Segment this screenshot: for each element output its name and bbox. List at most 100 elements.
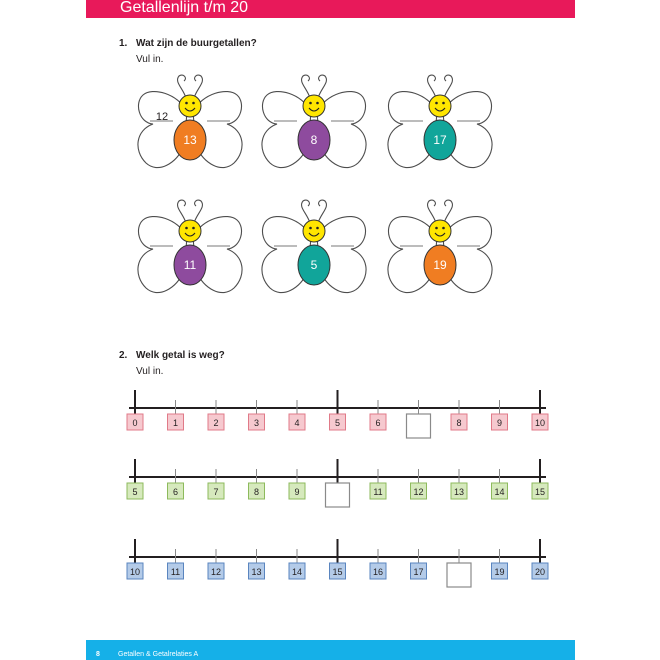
smiley-mouth: [184, 107, 196, 112]
butterfly: 17: [387, 74, 493, 169]
wing-upper-right: [442, 91, 493, 169]
butterfly-body: [297, 119, 331, 161]
butterfly: 13 12: [137, 74, 243, 169]
question-2-text: Welk getal is weg?: [136, 350, 225, 361]
number-label: 11: [373, 487, 382, 497]
number-box: [491, 482, 508, 500]
number-label: 8: [456, 418, 461, 428]
wing-upper-right: [192, 91, 243, 169]
number-box: [410, 482, 427, 500]
number-box: [126, 482, 144, 500]
number-label: 6: [375, 418, 380, 428]
number-label: 12: [413, 487, 423, 497]
number-label: 15: [535, 487, 545, 497]
number-box: [369, 413, 387, 431]
smiley-eye-left: [309, 101, 312, 105]
wing-upper-right: [442, 216, 493, 294]
number-box: [450, 482, 468, 500]
number-label: 5: [132, 487, 137, 497]
antenna-left: [301, 199, 311, 224]
smiley-eye-left: [309, 226, 312, 230]
smiley-eye-left: [185, 101, 188, 105]
missing-number-box[interactable]: [324, 482, 351, 508]
butterfly-body: [423, 119, 457, 161]
number-label: 19: [494, 567, 504, 577]
antenna-right: [317, 199, 327, 224]
number-label: 9: [497, 418, 502, 428]
number-box: [126, 413, 144, 431]
number-box: [329, 413, 346, 431]
number-label: 20: [535, 567, 545, 577]
smiley-eye-right: [316, 101, 319, 105]
antenna-right: [193, 74, 203, 99]
wing-upper-left: [137, 216, 188, 294]
number-box: [531, 482, 549, 500]
number-label: 2: [213, 418, 218, 428]
number-label: 7: [213, 487, 218, 497]
wing-upper-left: [137, 91, 188, 169]
antenna-right: [193, 199, 203, 224]
smiley-head: [428, 219, 452, 243]
butterfly-body: [297, 244, 331, 286]
smiley-mouth: [434, 107, 446, 112]
smiley-head: [428, 94, 452, 118]
wing-upper-left: [387, 91, 438, 169]
smiley-mouth: [184, 232, 196, 237]
butterfly-number: 17: [433, 133, 447, 147]
left-answer[interactable]: 12: [156, 111, 168, 123]
number-label: 13: [454, 487, 464, 497]
butterfly-number: 8: [311, 133, 318, 147]
page-footer: 8 Getallen & Getalrelaties A: [86, 640, 575, 660]
butterfly-number: 11: [184, 258, 197, 272]
number-box: [126, 562, 144, 580]
number-label: 10: [535, 418, 545, 428]
number-line: 10 11 12 13 14 15 16 17 19 20: [126, 539, 549, 588]
question-2-title: 2. Welk getal is weg?: [119, 350, 225, 361]
number-label: 8: [254, 487, 259, 497]
question-1-instruction: Vul in.: [136, 54, 164, 65]
number-box: [288, 413, 306, 431]
smiley-eye-left: [435, 101, 438, 105]
number-box: [491, 562, 508, 580]
wing-upper-right: [316, 216, 367, 294]
number-box: [491, 413, 508, 431]
question-1-number: 1.: [119, 38, 128, 49]
number-label: 14: [292, 567, 302, 577]
butterfly-number: 13: [183, 133, 197, 147]
page-title: Getallenlijn t/m 20: [120, 0, 249, 16]
smiley-head: [178, 94, 202, 118]
wing-upper-right: [316, 91, 367, 169]
number-box: [207, 482, 225, 500]
butterfly: 8: [261, 74, 367, 169]
number-label: 11: [171, 567, 180, 577]
wing-upper-left: [261, 91, 312, 169]
missing-number-box[interactable]: [405, 413, 432, 439]
antenna-left: [177, 199, 187, 224]
wing-upper-left: [261, 216, 312, 294]
question-2-number: 2.: [119, 350, 128, 361]
missing-number-box[interactable]: [446, 562, 472, 588]
smiley-head: [178, 219, 202, 243]
smiley-eye-right: [442, 101, 445, 105]
number-box: [531, 413, 549, 431]
number-box: [207, 413, 225, 431]
smiley-head: [302, 219, 326, 243]
number-label: 3: [254, 418, 259, 428]
smiley-mouth: [308, 232, 320, 237]
number-label: 12: [211, 567, 221, 577]
number-box: [167, 413, 184, 431]
smiley-eye-right: [192, 101, 195, 105]
antenna-left: [177, 74, 187, 99]
number-box: [531, 562, 549, 580]
number-box: [248, 413, 265, 431]
butterfly: 11: [137, 199, 243, 294]
question-1-title: 1. Wat zijn de buurgetallen?: [119, 38, 257, 49]
number-box: [248, 562, 265, 580]
number-box: [288, 562, 306, 580]
footer-text: Getallen & Getalrelaties A: [118, 651, 199, 658]
butterfly: 19: [387, 199, 493, 294]
butterfly: 5: [261, 199, 367, 294]
number-line: 5 6 7 8 9 11 12 13 14 15: [126, 459, 549, 508]
number-box: [167, 482, 184, 500]
